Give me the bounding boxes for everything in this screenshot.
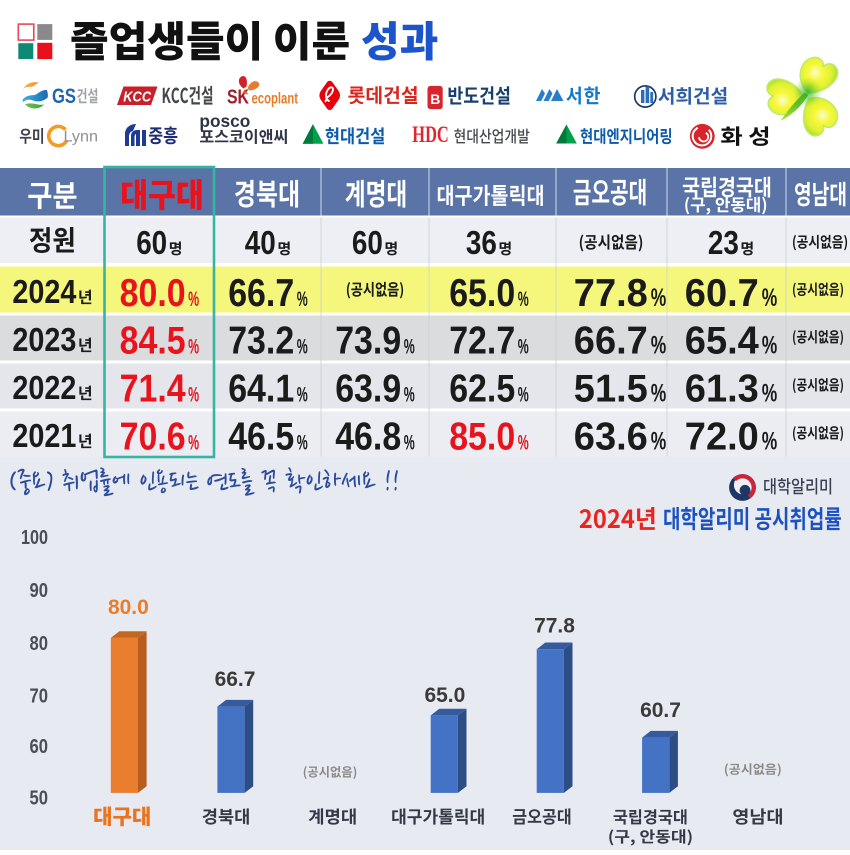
svg-text:GS: GS (52, 84, 76, 108)
svg-text:66.7: 66.7 (215, 668, 256, 691)
svg-text:73.9: 73.9 (335, 320, 401, 363)
svg-text:50: 50 (30, 787, 49, 810)
svg-text:70.6: 70.6 (120, 416, 186, 459)
svg-text:%: % (651, 428, 667, 456)
svg-text:%: % (188, 288, 199, 311)
svg-text:%: % (188, 336, 199, 359)
svg-text:%: % (762, 428, 778, 456)
svg-text:%: % (651, 332, 667, 360)
svg-text:46.5: 46.5 (228, 416, 294, 459)
svg-text:HDC: HDC (412, 122, 449, 147)
svg-text:51.5: 51.5 (574, 368, 648, 411)
svg-text:85.0: 85.0 (449, 416, 515, 459)
svg-text:%: % (188, 432, 199, 455)
svg-text:%: % (404, 384, 415, 407)
svg-text:84.5: 84.5 (120, 320, 186, 363)
svg-text:%: % (651, 380, 667, 408)
svg-text:60: 60 (136, 224, 167, 261)
svg-text:Lynn: Lynn (64, 128, 99, 145)
svg-text:%: % (518, 432, 529, 455)
svg-text:71.4: 71.4 (120, 368, 186, 411)
svg-text:40: 40 (245, 224, 276, 261)
svg-text:2024: 2024 (12, 273, 77, 310)
svg-text:100: 100 (21, 526, 48, 549)
svg-text:63.9: 63.9 (335, 368, 401, 411)
svg-text:SK: SK (227, 87, 249, 109)
svg-text:%: % (762, 380, 778, 408)
svg-text:%: % (762, 332, 778, 360)
svg-text:60.7: 60.7 (640, 699, 681, 722)
svg-text:2022: 2022 (12, 369, 76, 406)
svg-text:2023: 2023 (12, 321, 76, 358)
svg-text:65.0: 65.0 (449, 272, 515, 315)
svg-text:%: % (297, 336, 308, 359)
svg-text:77.8: 77.8 (534, 615, 575, 638)
svg-text:%: % (518, 384, 529, 407)
svg-text:65.4: 65.4 (685, 320, 759, 363)
svg-text:61.3: 61.3 (685, 368, 759, 411)
svg-text:posco: posco (199, 111, 250, 131)
svg-text:%: % (297, 288, 308, 311)
svg-text:60: 60 (352, 224, 383, 261)
svg-text:%: % (518, 288, 529, 311)
svg-text:%: % (762, 284, 778, 312)
svg-text:63.6: 63.6 (574, 416, 648, 459)
svg-text:65.0: 65.0 (424, 684, 465, 707)
svg-text:66.7: 66.7 (574, 320, 648, 363)
svg-text:80.0: 80.0 (108, 596, 149, 619)
svg-text:80.0: 80.0 (120, 272, 186, 315)
svg-text:23: 23 (708, 224, 739, 261)
svg-text:%: % (404, 432, 415, 455)
svg-text:2021: 2021 (12, 417, 76, 454)
svg-text:62.5: 62.5 (449, 368, 515, 411)
svg-text:66.7: 66.7 (228, 272, 294, 315)
svg-text:60: 60 (30, 735, 49, 758)
svg-text:72.7: 72.7 (449, 320, 515, 363)
svg-text:%: % (297, 384, 308, 407)
svg-text:36: 36 (466, 224, 497, 261)
svg-text:%: % (651, 284, 667, 312)
svg-text:60.7: 60.7 (685, 272, 759, 315)
svg-text:64.1: 64.1 (228, 368, 294, 411)
svg-text:KCC: KCC (123, 89, 152, 106)
svg-text:80: 80 (30, 632, 49, 655)
svg-text:72.0: 72.0 (685, 416, 759, 459)
svg-text:73.2: 73.2 (228, 320, 294, 363)
svg-text:ecoplant: ecoplant (252, 91, 299, 108)
svg-text:70: 70 (30, 685, 49, 708)
svg-text:46.8: 46.8 (335, 416, 401, 459)
svg-text:90: 90 (30, 579, 49, 602)
svg-text:%: % (404, 336, 415, 359)
svg-text:%: % (297, 432, 308, 455)
svg-text:%: % (188, 384, 199, 407)
svg-text:%: % (518, 336, 529, 359)
svg-text:B: B (430, 91, 440, 107)
svg-text:77.8: 77.8 (574, 272, 648, 315)
